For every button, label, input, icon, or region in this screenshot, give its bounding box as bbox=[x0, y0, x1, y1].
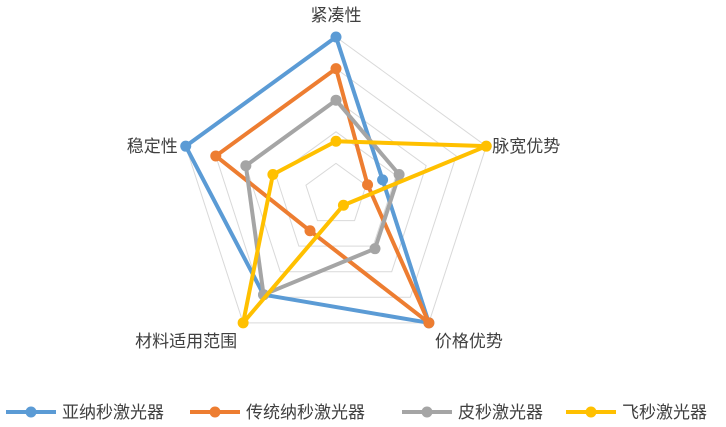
series-point bbox=[330, 94, 342, 106]
legend-label: 飞秒激光器 bbox=[622, 403, 707, 423]
series-point bbox=[423, 317, 435, 329]
radar-series bbox=[180, 31, 492, 329]
legend-item-nanosecond: 传统纳秒激光器 bbox=[190, 403, 365, 423]
legend-item-femtosecond: 飞秒激光器 bbox=[566, 403, 707, 423]
legend-label: 皮秒激光器 bbox=[458, 403, 543, 423]
series-point bbox=[377, 174, 389, 186]
legend-marker bbox=[421, 406, 433, 418]
series-2 bbox=[240, 94, 405, 301]
series-point bbox=[180, 140, 192, 152]
series-point bbox=[240, 160, 252, 172]
series-line bbox=[243, 98, 402, 297]
series-point bbox=[304, 225, 316, 237]
axis-label-material-range: 材料适用范围 bbox=[135, 332, 237, 352]
series-3 bbox=[237, 135, 492, 329]
legend-item-subnanosecond: 亚纳秒激光器 bbox=[6, 403, 164, 423]
series-point bbox=[369, 243, 381, 255]
legend-marker bbox=[585, 406, 597, 418]
legend-label: 亚纳秒激光器 bbox=[62, 403, 164, 423]
series-point bbox=[237, 317, 249, 329]
series-line bbox=[241, 139, 489, 325]
legend-label: 传统纳秒激光器 bbox=[246, 403, 365, 423]
legend-item-picosecond: 皮秒激光器 bbox=[402, 403, 543, 423]
series-point bbox=[210, 150, 222, 162]
axis-label-compactness: 紧凑性 bbox=[311, 6, 362, 26]
series-point bbox=[330, 31, 342, 43]
series-point bbox=[337, 199, 349, 211]
legend-marker bbox=[25, 406, 37, 418]
series-point bbox=[267, 168, 279, 180]
series-point bbox=[330, 135, 342, 147]
series-point bbox=[362, 179, 374, 191]
axis-labels: 紧凑性 脉宽优势 价格优势 材料适用范围 稳定性 bbox=[127, 6, 561, 352]
legend-marker bbox=[209, 406, 221, 418]
series-1 bbox=[210, 63, 435, 329]
axis-label-stability: 稳定性 bbox=[127, 137, 178, 157]
series-point bbox=[330, 63, 342, 75]
series-line bbox=[213, 66, 431, 325]
series-line bbox=[183, 35, 431, 325]
axis-label-price: 价格优势 bbox=[435, 332, 503, 352]
axis-label-pulse-width: 脉宽优势 bbox=[492, 137, 560, 157]
series-point bbox=[393, 168, 405, 180]
series-point bbox=[480, 140, 492, 152]
radar-grid bbox=[185, 36, 487, 324]
legend: 亚纳秒激光器 传统纳秒激光器 皮秒激光器 飞秒激光器 bbox=[6, 403, 707, 423]
grid-ring bbox=[185, 36, 487, 324]
grid-ring bbox=[305, 162, 367, 222]
